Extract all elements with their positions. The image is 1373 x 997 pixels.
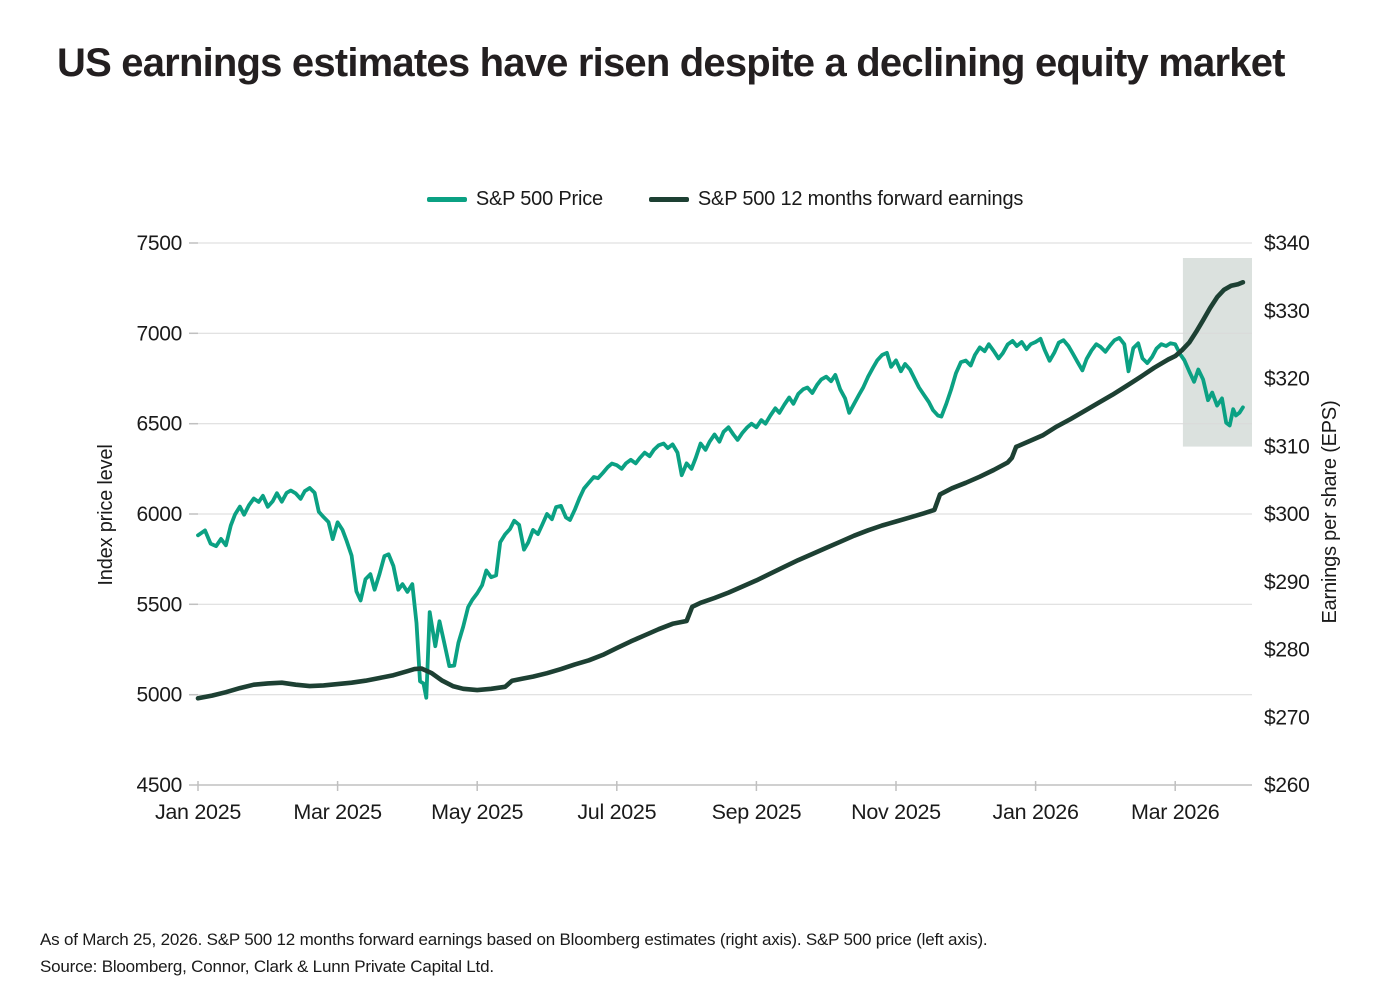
y-right-tick-label: $300: [1264, 503, 1310, 526]
y-right-tick-label: $320: [1264, 368, 1310, 391]
page-title: US earnings estimates have risen despite…: [57, 40, 1285, 85]
legend-label-price: S&P 500 Price: [475, 188, 603, 210]
sp500-forward-earnings-line: [195, 279, 1246, 701]
y-right-tick-label: $270: [1264, 706, 1310, 729]
highlight-band: [1182, 258, 1252, 447]
y-left-tick-label: 6000: [136, 503, 182, 526]
y-left-tick-label: 6500: [136, 413, 182, 436]
x-tick-label: Jul 2025: [577, 800, 656, 824]
x-tick-label: Jan 2025: [155, 800, 241, 824]
footnote-line-1: As of March 25, 2026. S&P 500 12 months …: [40, 930, 988, 949]
chart-footnote: As of March 25, 2026. S&P 500 12 months …: [40, 926, 1340, 980]
x-tick-label: Sep 2025: [712, 800, 802, 824]
earnings-line-swatch-icon: [648, 197, 689, 202]
y-left-tick-label: 5000: [136, 684, 182, 707]
x-tick-label: Jan 2026: [993, 800, 1079, 824]
x-tick-label: May 2025: [431, 800, 523, 824]
legend-item-price: S&P 500 Price: [426, 188, 603, 211]
price-line-swatch-icon: [426, 197, 467, 202]
y-left-tick-label: 7500: [136, 232, 182, 255]
y-left-tick-label: 4500: [136, 774, 182, 797]
footnote-line-2: Source: Bloomberg, Connor, Clark & Lunn …: [40, 957, 494, 977]
legend-label-earnings: S&P 500 12 months forward earnings: [697, 188, 1024, 210]
chart-legend: S&P 500 Price S&P 500 12 months forward …: [198, 188, 1252, 211]
x-tick-label: Mar 2026: [1131, 800, 1220, 824]
y-right-tick-label: $330: [1264, 300, 1310, 323]
sp500-price-line: [196, 335, 1245, 700]
x-tick-label: Nov 2025: [851, 800, 941, 824]
y-right-tick-label: $280: [1264, 639, 1310, 662]
y-right-tick-label: $310: [1264, 435, 1310, 458]
y-left-tick-label: 7000: [136, 322, 182, 345]
y-right-tick-label: $290: [1264, 571, 1310, 594]
legend-item-earnings: S&P 500 12 months forward earnings: [648, 188, 1024, 211]
y-right-tick-label: $340: [1264, 232, 1310, 255]
y-right-tick-label: $260: [1264, 774, 1310, 797]
y-left-tick-label: 5500: [136, 593, 182, 616]
x-tick-label: Mar 2025: [293, 800, 382, 824]
